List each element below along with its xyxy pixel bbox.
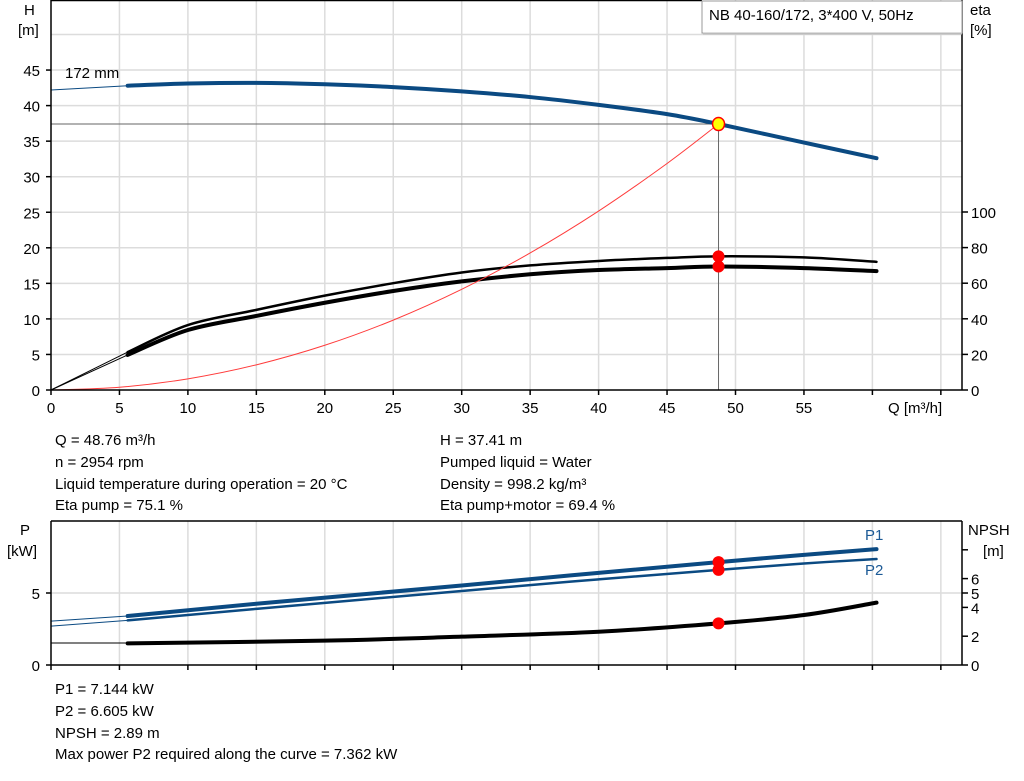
info-max-p2: Max power P2 required along the curve = … bbox=[55, 746, 398, 763]
p2-marker bbox=[712, 563, 725, 576]
x-axis-label-q: Q [m³/h] bbox=[888, 400, 942, 417]
legend-box bbox=[701, 0, 963, 34]
legend-box-text: NB 40-160/172, 3*400 V, 50Hz bbox=[709, 7, 914, 24]
duty-point-marker bbox=[711, 116, 726, 132]
x-tick-label: 30 bbox=[453, 400, 470, 417]
y-axis-label-p: P bbox=[20, 522, 30, 539]
P1-extrapolated-line bbox=[50, 615, 128, 622]
y-axis-unit-npsh: [m] bbox=[983, 543, 1004, 560]
top-y-tick-label-right: 100 bbox=[971, 205, 996, 222]
y-axis-unit-h: [m] bbox=[18, 22, 39, 39]
series-label-p2: P2 bbox=[865, 562, 883, 579]
bottom-y-tick-label-left: 5 bbox=[32, 586, 40, 603]
series-label-p1: P1 bbox=[865, 527, 883, 544]
x-tick-label: 45 bbox=[659, 400, 676, 417]
eta-pump-curve bbox=[126, 255, 878, 354]
P2-extrapolated-line bbox=[50, 619, 128, 627]
head-extrapolated-line bbox=[50, 85, 128, 91]
eta-pump-marker bbox=[712, 250, 725, 263]
info-eta-pump: Eta pump = 75.1 % bbox=[55, 497, 183, 514]
top-y-tick-label-right: 40 bbox=[971, 312, 988, 329]
top-y-tick-label-left: 20 bbox=[23, 241, 40, 258]
info-q: Q = 48.76 m³/h bbox=[55, 432, 155, 449]
eta-pump-motor-curve bbox=[125, 264, 879, 357]
P1-curve bbox=[125, 547, 879, 619]
x-tick-label: 20 bbox=[316, 400, 333, 417]
top-y-tick-label-left: 10 bbox=[23, 312, 40, 329]
bottom-y-tick-label-right: 4 bbox=[971, 600, 979, 617]
info-density: Density = 998.2 kg/m³ bbox=[440, 476, 586, 493]
system-curve-curve bbox=[50, 123, 720, 391]
y-axis-label-h: H bbox=[24, 2, 35, 19]
y-axis-unit-eta: [%] bbox=[970, 22, 992, 39]
x-tick-label: 0 bbox=[47, 400, 55, 417]
info-h: H = 37.41 m bbox=[440, 432, 522, 449]
impeller-diameter-label: 172 mm bbox=[65, 65, 119, 82]
x-tick-label: 10 bbox=[180, 400, 197, 417]
NPSH-curve bbox=[125, 600, 879, 646]
info-p1: P1 = 7.144 kW bbox=[55, 681, 155, 698]
x-tick-label: 55 bbox=[796, 400, 813, 417]
eta-pump-motor-extrapolated-line bbox=[50, 354, 128, 391]
top-y-tick-label-right: 0 bbox=[971, 383, 979, 400]
bottom-y-tick-label-right: 5 bbox=[971, 586, 979, 603]
x-tick-label: 15 bbox=[248, 400, 265, 417]
top-y-tick-label-left: 30 bbox=[23, 170, 40, 187]
top-y-tick-label-left: 5 bbox=[32, 347, 40, 364]
top-y-tick-label-left: 40 bbox=[23, 99, 40, 116]
x-tick-label: 5 bbox=[115, 400, 123, 417]
info-npsh: NPSH = 2.89 m bbox=[55, 725, 160, 742]
top-y-tick-label-left: 45 bbox=[23, 63, 40, 80]
x-tick-label: 25 bbox=[385, 400, 402, 417]
eta-pump-motor-marker bbox=[712, 260, 725, 273]
npsh-marker bbox=[712, 617, 725, 630]
y-axis-label-eta: eta bbox=[970, 2, 992, 19]
y-axis-unit-p: [kW] bbox=[7, 543, 37, 560]
bottom-y-tick-label-right: 0 bbox=[971, 658, 979, 675]
info-p2: P2 = 6.605 kW bbox=[55, 703, 155, 720]
bottom-y-tick-label-left: 0 bbox=[32, 658, 40, 675]
bottom-y-tick-label-right: 6 bbox=[971, 572, 979, 589]
info-eta-pump-motor: Eta pump+motor = 69.4 % bbox=[440, 497, 615, 514]
top-y-tick-label-left: 35 bbox=[23, 134, 40, 151]
info-n: n = 2954 rpm bbox=[55, 454, 144, 471]
top-y-tick-label-right: 20 bbox=[971, 347, 988, 364]
info-liquid-temp: Liquid temperature during operation = 20… bbox=[55, 476, 348, 493]
y-axis-label-npsh: NPSH bbox=[968, 522, 1010, 539]
bottom-y-tick-label-right: 2 bbox=[971, 629, 979, 646]
top-y-tick-label-left: 15 bbox=[23, 276, 40, 293]
x-tick-label: 40 bbox=[590, 400, 607, 417]
top-y-tick-label-right: 60 bbox=[971, 276, 988, 293]
top-y-tick-label-left: 25 bbox=[23, 205, 40, 222]
top-y-tick-label-right: 80 bbox=[971, 241, 988, 258]
head-curve bbox=[125, 80, 879, 161]
info-pumped-liquid: Pumped liquid = Water bbox=[440, 454, 592, 471]
P2-curve bbox=[126, 557, 878, 622]
x-tick-label: 50 bbox=[727, 400, 744, 417]
top-y-tick-label-left: 0 bbox=[32, 383, 40, 400]
x-tick-label: 35 bbox=[522, 400, 539, 417]
